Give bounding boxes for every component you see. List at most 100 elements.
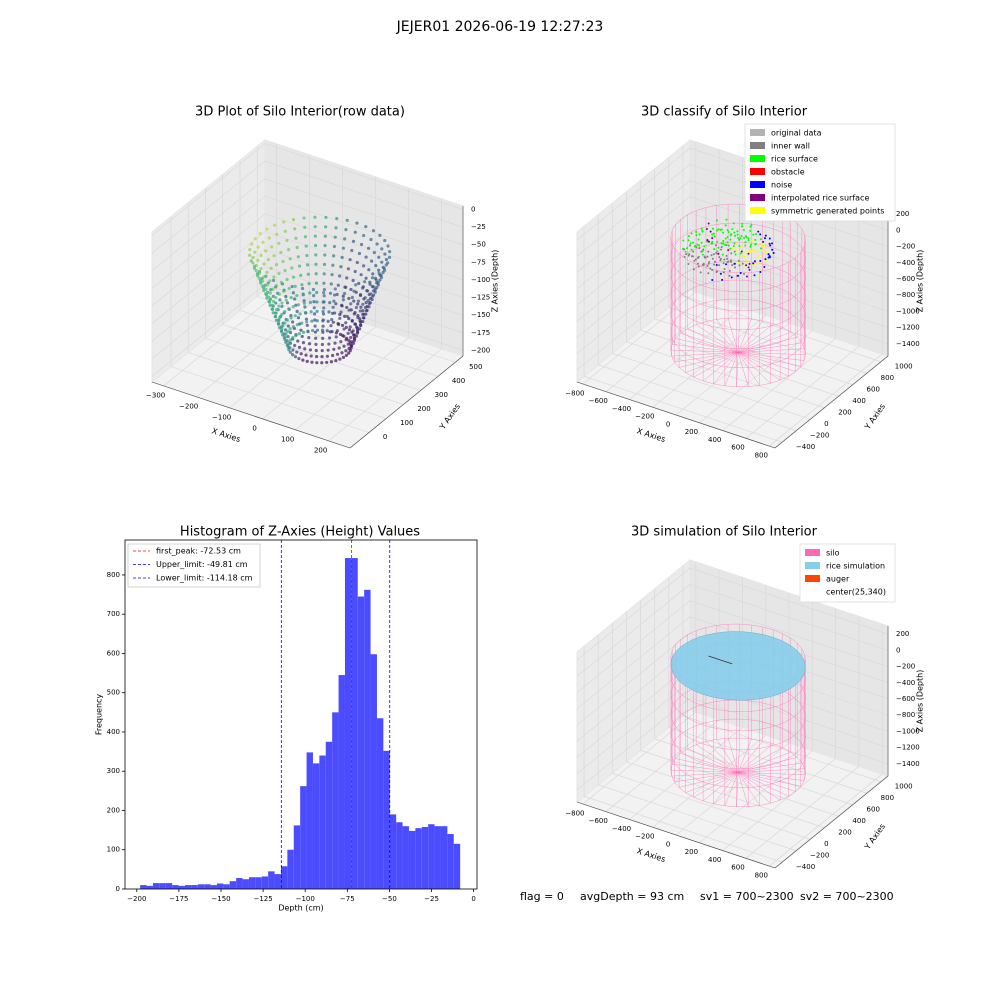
point-cloud-dot xyxy=(295,323,299,327)
classified-dot xyxy=(712,232,715,235)
point-cloud-dot xyxy=(293,314,297,318)
point-cloud-dot xyxy=(347,351,351,355)
point-cloud-dot xyxy=(310,360,314,364)
point-cloud-dot xyxy=(312,312,317,316)
silo-spoke xyxy=(737,318,752,353)
point-cloud-dot xyxy=(326,319,330,323)
point-cloud-dot xyxy=(299,352,303,356)
y-tick-label: 200 xyxy=(838,408,851,416)
x-tick-label: −125 xyxy=(253,895,272,903)
point-cloud-dot xyxy=(322,288,327,292)
point-cloud-dot xyxy=(293,355,298,359)
y-tick-label: −400 xyxy=(796,443,815,451)
point-cloud-dot xyxy=(350,319,354,323)
histogram-bar xyxy=(204,884,211,889)
point-cloud-dot xyxy=(300,286,305,291)
point-cloud-dot xyxy=(368,301,372,305)
z-tick-label: 0 xyxy=(471,206,475,214)
point-cloud-dot xyxy=(362,312,366,316)
point-cloud-dot xyxy=(287,248,291,252)
point-cloud-dot xyxy=(281,333,285,337)
classified-dot xyxy=(754,250,757,253)
histogram-bar xyxy=(325,741,333,889)
histogram-bar xyxy=(159,883,166,889)
classified-dot xyxy=(723,258,726,261)
point-cloud-dot xyxy=(321,336,325,340)
point-cloud-dot xyxy=(321,324,325,328)
point-cloud-dot xyxy=(329,360,334,364)
point-cloud-dot xyxy=(285,277,289,282)
grid-line xyxy=(576,697,691,791)
point-cloud-dot xyxy=(271,287,275,291)
silo-spoke xyxy=(671,772,739,777)
y-tick-label: 200 xyxy=(417,405,430,413)
point-cloud-dot xyxy=(339,340,343,344)
point-cloud-dot xyxy=(343,237,347,241)
grid-line xyxy=(722,338,836,431)
point-cloud-dot xyxy=(277,325,282,330)
point-cloud-dot xyxy=(322,291,326,295)
suptitle: JEJER01 2026-06-19 12:27:23 xyxy=(396,19,604,35)
classified-dot xyxy=(701,250,704,253)
point-cloud-dot xyxy=(346,331,350,335)
point-cloud-dot xyxy=(270,303,274,307)
point-cloud-dot xyxy=(322,272,326,276)
histogram-bar xyxy=(383,750,390,889)
point-cloud-dot xyxy=(281,259,285,264)
classified-dot xyxy=(724,243,727,246)
grid-line xyxy=(264,213,464,281)
point-cloud-dot xyxy=(288,330,293,335)
grid-line xyxy=(689,567,889,635)
classified-dot xyxy=(709,230,712,233)
point-cloud-dot xyxy=(340,255,344,260)
point-cloud-dot xyxy=(305,359,309,363)
point-cloud-dot xyxy=(326,348,330,352)
silo-spoke xyxy=(672,343,739,353)
point-cloud-dot xyxy=(333,287,337,291)
footer-flag: flag = 0 xyxy=(520,890,564,903)
point-cloud-dot xyxy=(364,224,368,229)
point-cloud-dot xyxy=(383,238,387,243)
point-cloud-dot xyxy=(350,295,354,300)
point-cloud-dot xyxy=(356,314,360,318)
silo-spoke xyxy=(738,762,802,773)
classified-dot xyxy=(726,257,729,260)
z-tick-label: −400 xyxy=(896,679,915,687)
y-tick-label: 0 xyxy=(824,420,828,428)
z-tick-label: −200 xyxy=(896,243,915,251)
histogram-bar xyxy=(280,866,288,889)
grid-line xyxy=(768,773,883,867)
silo-spoke xyxy=(670,349,739,353)
silo-spoke xyxy=(693,352,739,378)
silo-spoke xyxy=(737,772,771,804)
classified-dot xyxy=(751,239,754,242)
classified-dot xyxy=(720,242,723,245)
point-cloud-dot xyxy=(286,324,290,328)
point-cloud-dot xyxy=(276,322,281,326)
classified-dot xyxy=(733,262,736,265)
grid-line xyxy=(151,248,266,342)
point-cloud-dot xyxy=(314,342,318,346)
point-cloud-dot xyxy=(297,332,302,336)
footer-avg-depth: avgDepth = 93 cm xyxy=(580,890,684,903)
point-cloud-dot xyxy=(314,354,319,359)
classified-dot xyxy=(734,234,737,237)
point-cloud-dot xyxy=(260,284,265,288)
point-cloud-dot xyxy=(335,216,339,221)
point-cloud-dot xyxy=(341,355,346,359)
legend-swatch xyxy=(805,549,820,556)
x-tick-label: 400 xyxy=(708,856,721,864)
point-cloud-dot xyxy=(252,266,257,270)
point-cloud-dot xyxy=(375,242,379,246)
histogram-bar xyxy=(351,558,358,889)
point-cloud-dot xyxy=(311,287,316,292)
point-cloud-dot xyxy=(293,284,297,288)
point-cloud-dot xyxy=(251,255,255,260)
grid-line xyxy=(151,231,266,324)
point-cloud-dot xyxy=(306,263,310,267)
point-cloud-dot xyxy=(250,242,254,246)
point-cloud-dot xyxy=(350,330,354,334)
point-cloud-dot xyxy=(294,333,298,338)
classified-dot xyxy=(747,239,750,242)
histogram-bar xyxy=(197,884,205,889)
